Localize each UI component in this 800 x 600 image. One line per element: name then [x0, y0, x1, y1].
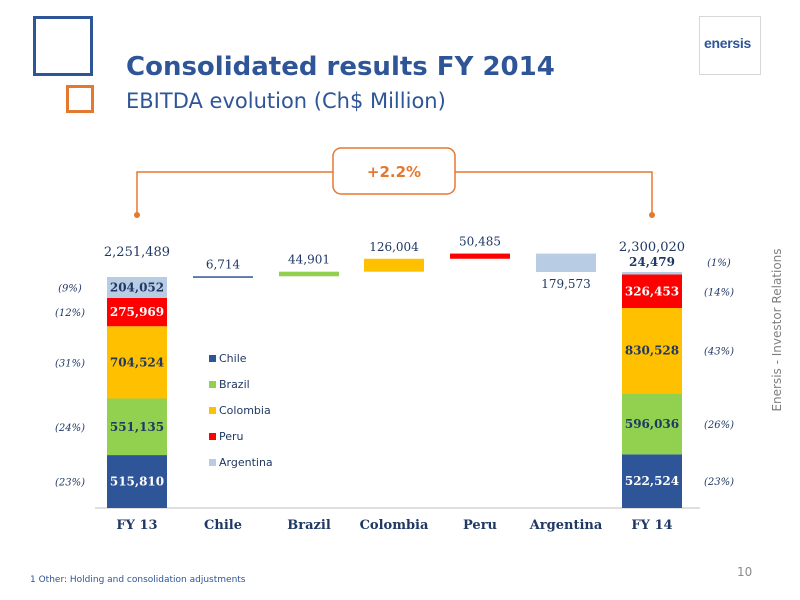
- total-label: 2,300,020: [619, 240, 685, 255]
- legend-label-peru: Peru: [219, 430, 244, 443]
- legend-label-chile: Chile: [219, 352, 247, 365]
- connector-left-line: [136, 171, 333, 214]
- category-label: FY 14: [631, 518, 672, 533]
- data-label: 704,524: [110, 355, 164, 369]
- growth-badge: [332, 147, 456, 195]
- pct-label: (12%): [55, 308, 85, 319]
- page-subtitle: EBITDA evolution (Ch$ Million): [126, 89, 446, 113]
- data-label: 551,135: [110, 420, 164, 434]
- pct-label: (31%): [55, 358, 85, 369]
- bar-change-argentina: [536, 253, 596, 272]
- pct-label: (26%): [704, 420, 734, 431]
- data-label: 596,036: [625, 417, 679, 431]
- pct-label: (1%): [707, 258, 731, 269]
- decorative-orange-square: [66, 85, 94, 113]
- data-label: 522,524: [625, 474, 679, 488]
- bar-change-chile: [193, 276, 253, 278]
- footnote: 1 Other: Holding and consolidation adjus…: [30, 575, 246, 585]
- connector-right-line: [455, 171, 653, 214]
- bar-fy14-colombia: [622, 308, 682, 394]
- data-label: 275,969: [110, 305, 164, 319]
- change-label: 6,714: [206, 257, 241, 271]
- legend-swatch-argentina: [209, 459, 216, 466]
- legend-swatch-chile: [209, 355, 216, 362]
- bar-fy14-peru: [622, 274, 682, 309]
- bar-fy13-peru: [107, 297, 167, 327]
- bar-change-brazil: [279, 271, 339, 277]
- page-number: 10: [737, 565, 753, 579]
- legend-label-brazil: Brazil: [219, 378, 250, 391]
- growth-badge-label: +2.2%: [367, 163, 421, 181]
- data-label: 515,810: [110, 475, 164, 489]
- bar-fy13-chile: [107, 455, 167, 508]
- legend-label-colombia: Colombia: [219, 404, 271, 417]
- legend-label-argentina: Argentina: [219, 456, 273, 469]
- pct-label: (23%): [55, 478, 85, 489]
- logo-text: enersis: [704, 35, 751, 51]
- bar-change-colombia: [364, 258, 424, 272]
- change-label: 126,004: [369, 240, 419, 254]
- connector-right-dot: [649, 212, 655, 218]
- category-label: Colombia: [360, 518, 429, 533]
- change-label: 50,485: [459, 235, 501, 249]
- total-label: 2,251,489: [104, 245, 170, 260]
- bar-fy13-argentina: [107, 276, 167, 298]
- bar-change-peru: [450, 253, 510, 259]
- category-label: Argentina: [529, 518, 603, 533]
- company-logo: enersis: [699, 16, 761, 75]
- data-label: 830,528: [625, 344, 679, 358]
- decorative-blue-square: [33, 16, 93, 76]
- category-label: Chile: [204, 518, 242, 533]
- page-title: Consolidated results FY 2014: [126, 52, 555, 82]
- bar-fy13-brazil: [107, 398, 167, 456]
- data-label: 204,052: [110, 280, 164, 294]
- change-label: 179,573: [541, 277, 591, 291]
- pct-label: (24%): [55, 423, 85, 434]
- category-label: FY 13: [116, 518, 157, 533]
- bar-fy14-brazil: [622, 393, 682, 455]
- change-label: 44,901: [288, 253, 330, 267]
- pct-label: (23%): [704, 477, 734, 488]
- category-label: Peru: [463, 518, 497, 533]
- pct-label: (14%): [704, 287, 734, 298]
- bar-fy13-colombia: [107, 326, 167, 399]
- legend-swatch-brazil: [209, 381, 216, 388]
- legend-swatch-peru: [209, 433, 216, 440]
- bar-fy14-argentina: [622, 272, 682, 275]
- data-label: 24,479: [629, 255, 675, 269]
- connector-left-dot: [134, 212, 140, 218]
- data-label: 326,453: [625, 284, 679, 298]
- pct-label: (43%): [704, 347, 734, 358]
- category-label: Brazil: [287, 518, 331, 533]
- pct-label: (9%): [58, 283, 82, 294]
- bar-fy14-chile: [622, 454, 682, 508]
- legend-swatch-colombia: [209, 407, 216, 414]
